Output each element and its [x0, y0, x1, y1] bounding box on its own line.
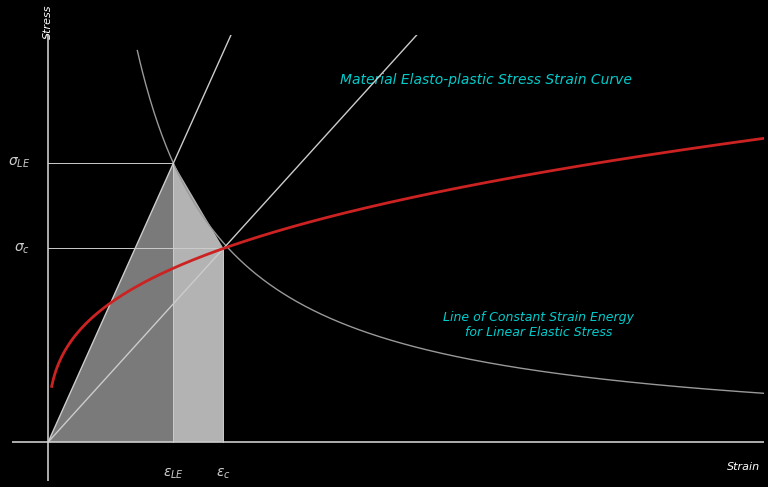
Text: Line of Constant Strain Energy
for Linear Elastic Stress: Line of Constant Strain Energy for Linea… [443, 311, 634, 339]
Text: $\varepsilon_c$: $\varepsilon_c$ [216, 466, 231, 481]
Polygon shape [48, 163, 174, 442]
Text: Strain: Strain [727, 462, 760, 472]
Text: Material Elasto-plastic Stress Strain Curve: Material Elasto-plastic Stress Strain Cu… [340, 73, 632, 87]
Text: $\sigma_c$: $\sigma_c$ [14, 241, 30, 256]
Polygon shape [174, 163, 223, 442]
Text: $\sigma_{LE}$: $\sigma_{LE}$ [8, 156, 30, 170]
Text: $\varepsilon_{LE}$: $\varepsilon_{LE}$ [163, 466, 184, 481]
Text: Stress: Stress [43, 5, 53, 39]
